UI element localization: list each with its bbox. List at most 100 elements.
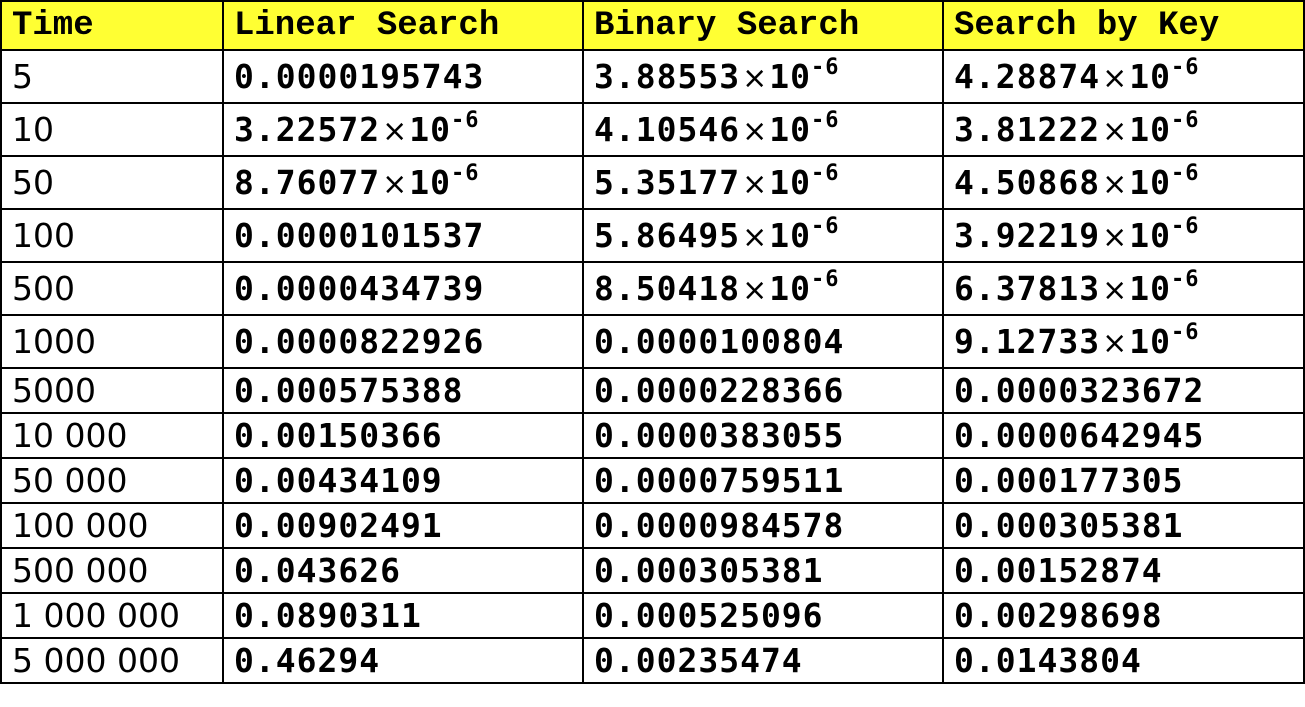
search-by-key-cell: 9.12733×10-6 bbox=[942, 314, 1305, 369]
binary-search-cell: 5.35177×10-6 bbox=[582, 155, 944, 210]
exponent-base: 10 bbox=[769, 57, 811, 96]
exponent-base: 10 bbox=[1129, 57, 1171, 96]
search-by-key-cell: 0.00298698 bbox=[942, 592, 1305, 639]
time-cell: 50 000 bbox=[0, 457, 224, 504]
binary-search-cell: 0.000525096 bbox=[582, 592, 944, 639]
times-sign: × bbox=[382, 114, 408, 149]
times-sign: × bbox=[1102, 167, 1128, 202]
time-cell: 5000 bbox=[0, 367, 224, 414]
search-by-key-cell: 3.81222×10-6 bbox=[942, 102, 1305, 157]
linear-search-cell: 0.00150366 bbox=[222, 412, 584, 459]
mantissa: 3.88553 bbox=[594, 57, 741, 96]
exponent: -6 bbox=[450, 161, 480, 186]
results-table: Time Linear Search Binary Search Search … bbox=[0, 0, 1305, 684]
search-by-key-cell: 4.50868×10-6 bbox=[942, 155, 1305, 210]
header-time: Time bbox=[0, 0, 224, 51]
exponent-base: 10 bbox=[769, 216, 811, 255]
exponent-base: 10 bbox=[1129, 110, 1171, 149]
exponent: -6 bbox=[1170, 108, 1200, 133]
time-cell: 10 bbox=[0, 102, 224, 157]
linear-search-cell: 0.0000822926 bbox=[222, 314, 584, 369]
binary-search-cell: 8.50418×10-6 bbox=[582, 261, 944, 316]
binary-search-cell: 4.10546×10-6 bbox=[582, 102, 944, 157]
exponent-base: 10 bbox=[769, 110, 811, 149]
exponent: -6 bbox=[810, 108, 840, 133]
exponent-base: 10 bbox=[1129, 216, 1171, 255]
time-cell: 100 bbox=[0, 208, 224, 263]
time-cell: 500 000 bbox=[0, 547, 224, 594]
exponent: -6 bbox=[1170, 214, 1200, 239]
exponent: -6 bbox=[1170, 320, 1200, 345]
table-row: 50 8.76077×10-6 5.35177×10-6 4.50868×10-6 bbox=[0, 155, 1305, 210]
table-row: 5000 0.000575388 0.0000228366 0.0000323672 bbox=[0, 367, 1305, 414]
exponent: -6 bbox=[810, 161, 840, 186]
mantissa: 8.76077 bbox=[234, 163, 381, 202]
table-row: 100 000 0.00902491 0.0000984578 0.000305381 bbox=[0, 502, 1305, 549]
time-cell: 50 bbox=[0, 155, 224, 210]
binary-search-cell: 3.88553×10-6 bbox=[582, 49, 944, 104]
time-cell: 100 000 bbox=[0, 502, 224, 549]
table-row: 50 000 0.00434109 0.0000759511 0.000177305 bbox=[0, 457, 1305, 504]
mantissa: 3.92219 bbox=[954, 216, 1101, 255]
table-body: 5 0.0000195743 3.88553×10-6 4.28874×10-6 10 3… bbox=[0, 49, 1305, 684]
exponent-base: 10 bbox=[1129, 269, 1171, 308]
binary-search-cell: 5.86495×10-6 bbox=[582, 208, 944, 263]
header-row: Time Linear Search Binary Search Search … bbox=[0, 0, 1305, 51]
exponent: -6 bbox=[1170, 161, 1200, 186]
exponent: -6 bbox=[810, 55, 840, 80]
linear-search-cell: 0.0000101537 bbox=[222, 208, 584, 263]
search-by-key-cell: 0.000305381 bbox=[942, 502, 1305, 549]
binary-search-cell: 0.0000759511 bbox=[582, 457, 944, 504]
times-sign: × bbox=[742, 114, 768, 149]
search-by-key-cell: 0.0000642945 bbox=[942, 412, 1305, 459]
mantissa: 4.28874 bbox=[954, 57, 1101, 96]
search-by-key-cell: 0.0000323672 bbox=[942, 367, 1305, 414]
header-linear-search: Linear Search bbox=[222, 0, 584, 51]
search-by-key-cell: 6.37813×10-6 bbox=[942, 261, 1305, 316]
search-by-key-cell: 0.0143804 bbox=[942, 637, 1305, 684]
linear-search-cell: 8.76077×10-6 bbox=[222, 155, 584, 210]
search-by-key-cell: 4.28874×10-6 bbox=[942, 49, 1305, 104]
mantissa: 3.22572 bbox=[234, 110, 381, 149]
times-sign: × bbox=[742, 167, 768, 202]
table-row: 500 000 0.043626 0.000305381 0.00152874 bbox=[0, 547, 1305, 594]
exponent-base: 10 bbox=[769, 269, 811, 308]
exponent-base: 10 bbox=[409, 110, 451, 149]
mantissa: 3.81222 bbox=[954, 110, 1101, 149]
linear-search-cell: 0.0000434739 bbox=[222, 261, 584, 316]
linear-search-cell: 0.0890311 bbox=[222, 592, 584, 639]
linear-search-cell: 0.00902491 bbox=[222, 502, 584, 549]
mantissa: 6.37813 bbox=[954, 269, 1101, 308]
exponent-base: 10 bbox=[1129, 163, 1171, 202]
time-cell: 5 bbox=[0, 49, 224, 104]
linear-search-cell: 3.22572×10-6 bbox=[222, 102, 584, 157]
exponent-base: 10 bbox=[409, 163, 451, 202]
table-row: 5 000 000 0.46294 0.00235474 0.0143804 bbox=[0, 637, 1305, 684]
binary-search-cell: 0.0000228366 bbox=[582, 367, 944, 414]
table-row: 5 0.0000195743 3.88553×10-6 4.28874×10-6 bbox=[0, 49, 1305, 104]
time-cell: 5 000 000 bbox=[0, 637, 224, 684]
linear-search-cell: 0.000575388 bbox=[222, 367, 584, 414]
times-sign: × bbox=[382, 167, 408, 202]
header-search-by-key: Search by Key bbox=[942, 0, 1305, 51]
search-by-key-cell: 0.000177305 bbox=[942, 457, 1305, 504]
mantissa: 4.50868 bbox=[954, 163, 1101, 202]
table-row: 100 0.0000101537 5.86495×10-6 3.92219×10-6 bbox=[0, 208, 1305, 263]
times-sign: × bbox=[1102, 220, 1128, 255]
search-by-key-cell: 0.00152874 bbox=[942, 547, 1305, 594]
mantissa: 5.86495 bbox=[594, 216, 741, 255]
linear-search-cell: 0.00434109 bbox=[222, 457, 584, 504]
header-binary-search: Binary Search bbox=[582, 0, 944, 51]
exponent: -6 bbox=[1170, 267, 1200, 292]
exponent: -6 bbox=[1170, 55, 1200, 80]
table-row: 1 000 000 0.0890311 0.000525096 0.00298698 bbox=[0, 592, 1305, 639]
exponent: -6 bbox=[810, 267, 840, 292]
times-sign: × bbox=[742, 273, 768, 308]
exponent-base: 10 bbox=[769, 163, 811, 202]
table-row: 500 0.0000434739 8.50418×10-6 6.37813×10-6 bbox=[0, 261, 1305, 316]
exponent: -6 bbox=[810, 214, 840, 239]
mantissa: 9.12733 bbox=[954, 322, 1101, 361]
exponent-base: 10 bbox=[1129, 322, 1171, 361]
linear-search-cell: 0.0000195743 bbox=[222, 49, 584, 104]
times-sign: × bbox=[1102, 61, 1128, 96]
